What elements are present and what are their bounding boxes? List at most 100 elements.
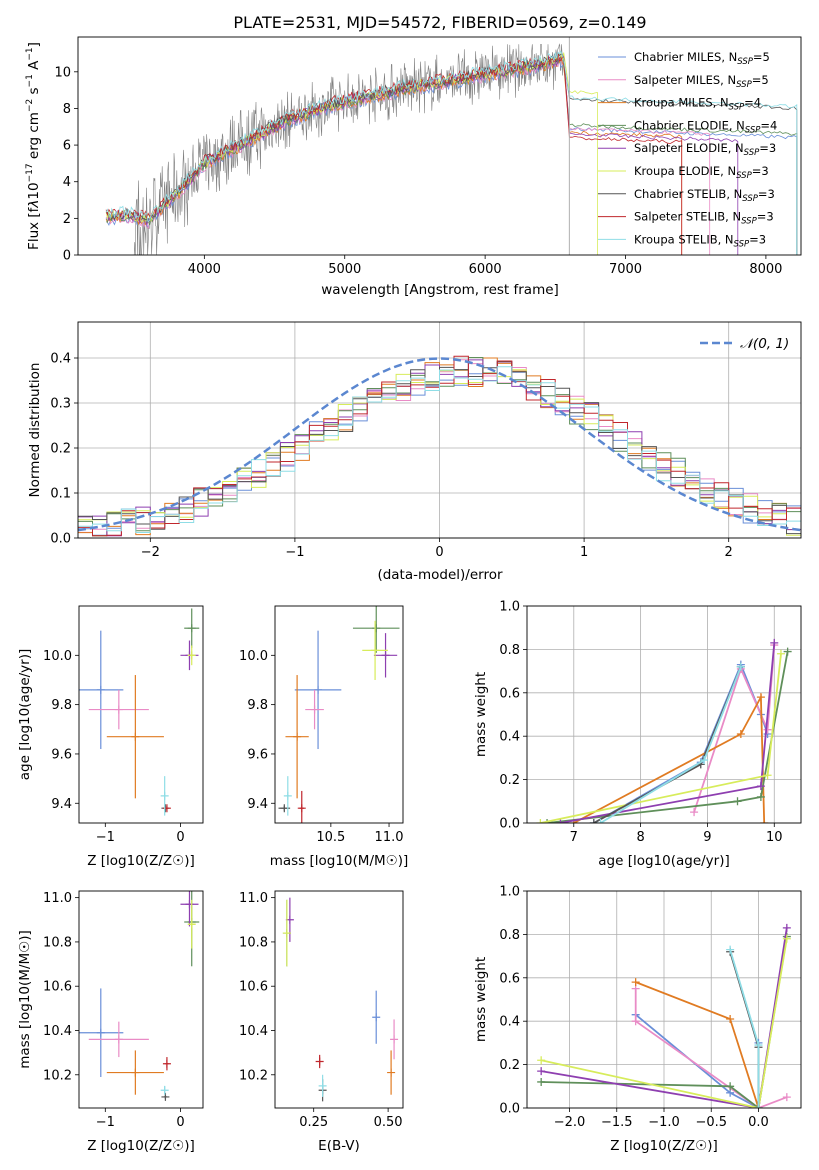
- y-tick-label: 8: [63, 102, 71, 117]
- x-tick-label: 10: [766, 830, 783, 845]
- y-tick-label: 10.8: [43, 935, 72, 950]
- x-axis-label: E(B-V): [318, 1138, 360, 1154]
- data-point: [631, 978, 640, 987]
- x-tick-label: 7000: [609, 262, 642, 277]
- x-tick-label: 11.0: [375, 830, 404, 845]
- data-point: [596, 819, 605, 823]
- x-tick-label: 10.5: [316, 830, 345, 845]
- data-point: [537, 1067, 546, 1076]
- y-tick-label: 9.4: [247, 797, 268, 812]
- y-tick-label: 10.4: [43, 1024, 72, 1039]
- x-tick-label: 0: [435, 545, 443, 560]
- y-tick-label: 0.6: [499, 971, 520, 986]
- axes-frame: [274, 605, 404, 824]
- data-point: [700, 756, 709, 765]
- y-tick-label: 0.0: [499, 817, 520, 832]
- data-point: [381, 651, 390, 660]
- data-point: [754, 1104, 763, 1108]
- y-tick-label: 9.6: [247, 747, 268, 762]
- data-point: [131, 1068, 140, 1077]
- data-point: [726, 945, 735, 954]
- x-tick-label: 0.0: [748, 1115, 769, 1130]
- x-tick-label: 6000: [469, 262, 502, 277]
- x-axis-label: Z [log10(Z/Z☉)]: [87, 853, 195, 869]
- data-point: [314, 685, 323, 694]
- data-point: [187, 651, 196, 660]
- x-tick-label: 0: [176, 1115, 184, 1130]
- legend-entry: Salpeter ELODIE, NSSP=3: [634, 141, 776, 158]
- data-point: [187, 920, 196, 929]
- x-tick-label: −1: [285, 545, 304, 560]
- y-tick-label: 0.8: [499, 928, 520, 943]
- x-tick-label: −1: [96, 830, 115, 845]
- plot-area: [537, 923, 791, 1108]
- data-point: [763, 771, 772, 780]
- data-point: [782, 934, 791, 943]
- y-tick-label: 0: [63, 249, 71, 264]
- panel-age-vs-Z: −1 0 9.4 9.6 9.8 10.0: [43, 605, 204, 845]
- x-tick-label: −1.5: [601, 1115, 633, 1130]
- y-tick-label: 0.4: [499, 730, 520, 745]
- legend-entry: 𝒩(0, 1): [740, 336, 789, 352]
- data-point: [161, 1092, 170, 1101]
- y-tick-label: 10: [54, 65, 71, 80]
- data-point: [114, 705, 123, 714]
- data-point: [96, 1028, 105, 1037]
- legend-entry: Chabrier STELIB, NSSP=3: [634, 187, 775, 204]
- data-spectrum-line: [133, 43, 564, 255]
- y-axis-label: Normed distribution: [27, 363, 43, 498]
- data-point: [160, 791, 169, 800]
- y-tick-label: 0.4: [50, 352, 71, 367]
- y-tick-label: 9.8: [51, 698, 72, 713]
- series-line: [573, 693, 766, 823]
- data-point: [733, 797, 742, 806]
- y-tick-label: 4: [63, 175, 71, 190]
- data-point: [537, 1056, 546, 1065]
- series-line: [541, 927, 788, 1108]
- legend-entry: Kroupa MILES, NSSP=4: [634, 96, 761, 113]
- y-tick-label: 9.4: [51, 797, 72, 812]
- data-point: [96, 685, 105, 694]
- data-point: [131, 732, 140, 741]
- y-tick-label: 1.0: [499, 600, 520, 615]
- axes-frame: [526, 605, 802, 824]
- plot-area: [278, 606, 400, 823]
- data-point: [782, 1093, 791, 1102]
- x-tick-label: 8000: [749, 262, 782, 277]
- y-tick-label: 0.0: [499, 1102, 520, 1117]
- data-point: [372, 624, 381, 633]
- data-point: [372, 1013, 381, 1022]
- data-point: [690, 808, 699, 817]
- data-point: [162, 1059, 171, 1068]
- y-tick-label: 10.8: [239, 935, 268, 950]
- y-tick-label: 10.0: [239, 649, 268, 664]
- data-point: [318, 1081, 327, 1090]
- legend-entry: Salpeter STELIB, NSSP=3: [634, 210, 774, 227]
- data-point: [783, 647, 792, 656]
- plot-area: [105, 37, 798, 255]
- legend-entry: Kroupa STELIB, NSSP=3: [634, 232, 766, 249]
- y-tick-label: 0.0: [50, 532, 71, 547]
- y-tick-label: 2: [63, 212, 71, 227]
- data-point: [315, 1057, 324, 1066]
- data-point: [536, 819, 545, 823]
- data-point: [760, 819, 769, 823]
- axes-frame: [78, 890, 204, 1109]
- legend-entry: Chabrier ELODIE, NSSP=4: [634, 118, 777, 135]
- data-point: [280, 804, 289, 813]
- plot-area: [79, 891, 200, 1101]
- series-line: [635, 981, 760, 1108]
- y-tick-label: 11.0: [43, 891, 72, 906]
- y-axis-label: age [log10(age/yr)]: [17, 649, 33, 781]
- series-line: [729, 949, 760, 1108]
- x-tick-label: 8: [636, 830, 644, 845]
- data-point: [371, 646, 380, 655]
- data-point: [726, 1015, 735, 1024]
- axes-frame: [77, 36, 802, 256]
- x-axis-label: wavelength [Angstrom, rest frame]: [321, 282, 559, 298]
- x-tick-label: −1.0: [648, 1115, 680, 1130]
- x-tick-label: 7: [570, 830, 578, 845]
- plot-area: [282, 897, 399, 1102]
